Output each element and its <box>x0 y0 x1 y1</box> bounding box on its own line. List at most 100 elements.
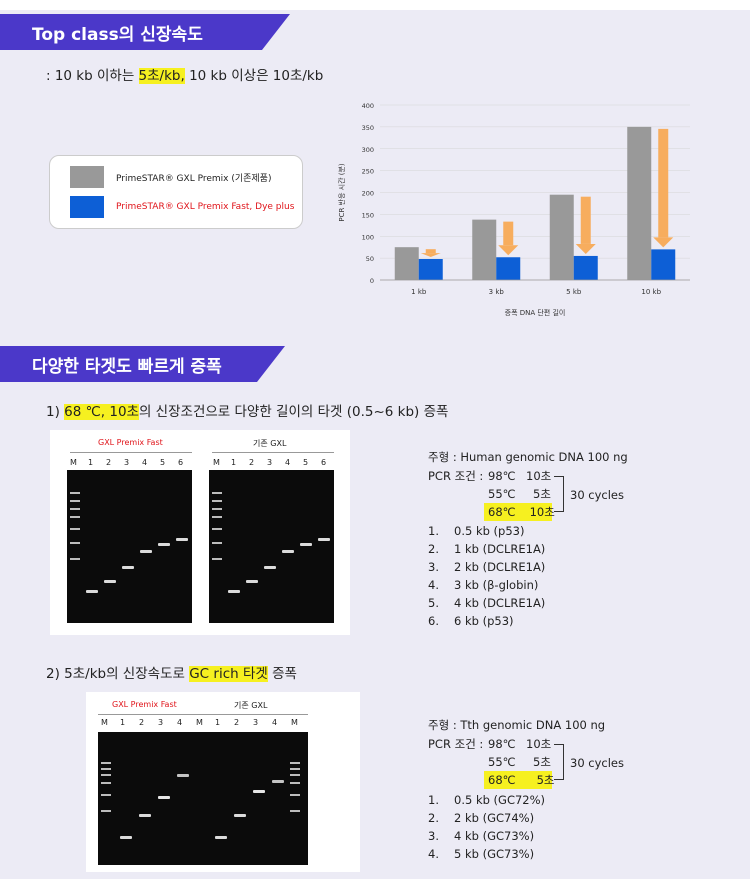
target-item: 3. 2 kb (DCLRE1A) <box>428 560 546 574</box>
dna-band <box>234 814 246 817</box>
lane-label: 1 <box>231 458 237 467</box>
ladder-band <box>101 774 111 776</box>
target-item: 4. 5 kb (GC73%) <box>428 847 535 861</box>
target-item: 2. 2 kb (GC74%) <box>428 811 535 825</box>
exp1-heading: 1) 68 ℃, 10초의 신장조건으로 다양한 길이의 타겟 (0.5~6 k… <box>46 404 449 420</box>
x-tick-label: 10 kb <box>641 288 661 296</box>
exp1-step2-temp: 55℃ <box>488 487 516 501</box>
x-tick-label: 5 kb <box>566 288 582 296</box>
dna-band <box>176 538 188 541</box>
ladder-band <box>212 516 222 518</box>
exp1-step2-time: 5초 <box>533 487 551 501</box>
dna-band <box>139 814 151 817</box>
ladder-band <box>290 768 300 770</box>
pcr-time-chart: 0 50 100 150 200 250 300 350 400 1 kb 3 kb 5 kb 10 k… <box>330 95 700 325</box>
arrow-head <box>498 245 519 256</box>
legend-swatch-old <box>70 166 104 188</box>
gel2-image <box>98 732 308 865</box>
y-tick-label: 250 <box>362 168 374 176</box>
exp2-step1-time: 10초 <box>526 737 552 751</box>
bar-old <box>549 194 574 280</box>
target-item: 1. 0.5 kb (GC72%) <box>428 793 546 807</box>
gel2-underline-left <box>98 714 210 715</box>
lane-label: M <box>70 458 77 467</box>
lane-label: M <box>196 718 203 727</box>
target-item: 2. 1 kb (DCLRE1A) <box>428 542 546 556</box>
y-tick-label: 200 <box>362 190 374 198</box>
ladder-band <box>101 762 111 764</box>
bar-old <box>627 126 652 280</box>
lane-label: 4 <box>285 458 291 467</box>
gel2-title-right: 기존 GXL <box>234 701 268 710</box>
bar-old <box>394 247 419 280</box>
dna-band <box>86 590 98 593</box>
ladder-band <box>70 528 80 530</box>
target-item: 1. 0.5 kb (p53) <box>428 524 525 538</box>
gel2-underline-right <box>196 714 308 715</box>
arrow-shaft <box>658 128 669 238</box>
exp1-step1-temp: 98℃ <box>488 469 516 483</box>
lane-label: 1 <box>120 718 126 727</box>
ladder-band <box>101 794 111 796</box>
gel1-image-right <box>209 470 334 623</box>
lane-label: 1 <box>88 458 94 467</box>
gel1-image-left <box>67 470 192 623</box>
ladder-band <box>290 774 300 776</box>
exp2-step2-time: 5초 <box>533 755 551 769</box>
ladder-band <box>212 492 222 494</box>
target-item: 6. 6 kb (p53) <box>428 614 514 628</box>
lane-label: 6 <box>178 458 184 467</box>
exp2-gel-panel: GXL Premix Fast 기존 GXL M 1 2 3 4 M 1 2 3 4 M <box>86 692 360 872</box>
y-tick-label: 100 <box>362 233 374 241</box>
dna-band <box>104 580 116 583</box>
ladder-band <box>70 542 80 544</box>
gel1-title-right: 기존 GXL <box>253 439 287 448</box>
y-tick-label: 50 <box>366 255 374 263</box>
exp2-pcr-label: PCR 조건 : <box>428 737 484 751</box>
ladder-band <box>212 500 222 502</box>
lane-label: 4 <box>177 718 183 727</box>
dna-band <box>253 790 265 793</box>
exp2-step2-temp: 55℃ <box>488 755 516 769</box>
y-tick-label: 400 <box>362 102 374 110</box>
ladder-band <box>212 528 222 530</box>
lane-label: M <box>101 718 108 727</box>
dna-band <box>120 836 132 839</box>
y-tick-label: 0 <box>370 277 374 285</box>
ladder-band <box>290 810 300 812</box>
x-axis-label: 증폭 DNA 단편 길이 <box>505 308 566 317</box>
exp1-cycles: 30 cycles <box>570 488 625 502</box>
x-tick-label: 3 kb <box>489 288 505 296</box>
exp1-step1-time: 10초 <box>526 469 552 483</box>
ladder-band <box>101 782 111 784</box>
bar-new <box>651 249 676 280</box>
dna-band <box>158 796 170 799</box>
dna-band <box>300 543 312 546</box>
legend-swatch-new <box>70 196 104 218</box>
lane-label: 5 <box>303 458 309 467</box>
chart-svg: 0 50 100 150 200 250 300 350 400 1 kb 3 kb 5 kb 10 k… <box>337 102 690 317</box>
lane-label: 3 <box>253 718 259 727</box>
section2-title: 다양한 타겟도 빠르게 증폭 <box>0 346 285 382</box>
exp2-heading: 2) 5초/kb의 신장속도로 GC rich 타겟 증폭 <box>46 666 297 682</box>
ladder-band <box>101 810 111 812</box>
bar-new <box>418 259 443 280</box>
lane-label: 2 <box>249 458 255 467</box>
lane-label: 5 <box>160 458 166 467</box>
dna-band <box>228 590 240 593</box>
ladder-band <box>290 762 300 764</box>
exp2-template: 주형 : Tth genomic DNA 100 ng <box>428 718 606 732</box>
lane-label: 3 <box>267 458 273 467</box>
lane-label: 1 <box>215 718 221 727</box>
dna-band <box>158 543 170 546</box>
ladder-band <box>70 516 80 518</box>
lane-label: 4 <box>272 718 278 727</box>
ladder-band <box>212 542 222 544</box>
exp2-step1-temp: 98℃ <box>488 737 516 751</box>
ladder-band <box>70 492 80 494</box>
lane-label: 3 <box>124 458 130 467</box>
gel1-underline-left <box>70 452 192 453</box>
exp1-template: 주형 : Human genomic DNA 100 ng <box>428 450 628 464</box>
exp1-brace <box>554 476 564 512</box>
ladder-band <box>212 558 222 560</box>
